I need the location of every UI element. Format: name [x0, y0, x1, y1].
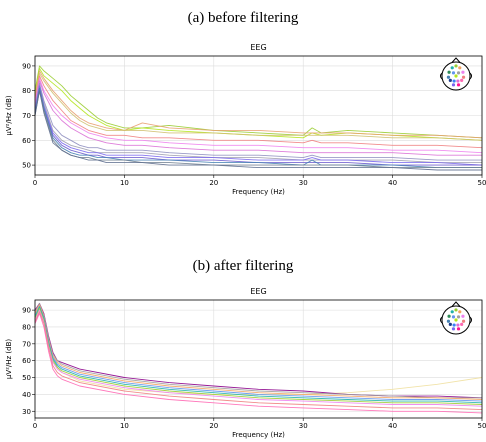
sensor-dot-14 — [451, 83, 456, 87]
x-tick-label: 0 — [33, 179, 37, 187]
sensor-dot-7 — [446, 75, 451, 79]
series-line-9 — [34, 313, 483, 414]
chart-title: EEG — [250, 43, 266, 52]
y-tick-label: 50 — [22, 162, 31, 170]
x-tick-label: 20 — [209, 179, 218, 187]
series-line-9 — [34, 85, 483, 166]
y-tick-label: 80 — [22, 87, 31, 95]
series-line-0 — [34, 304, 483, 395]
y-tick-label: 70 — [22, 112, 31, 120]
series-line-11 — [34, 87, 482, 169]
chart-title: EEG — [250, 287, 266, 296]
sensor-dot-3 — [447, 70, 451, 74]
series-line-5 — [34, 77, 483, 154]
head-nose — [451, 301, 461, 307]
series-line-2 — [34, 70, 483, 139]
eeg-psd-chart-before: EEG 0 10 20 30 40 50 50 60 70 80 90 Frequency (Hz) μV… — [5, 43, 486, 196]
x-tick-label: 20 — [209, 422, 218, 430]
series-line-8 — [34, 311, 483, 411]
sensor-dot-2 — [458, 66, 462, 70]
x-tick-label: 10 — [120, 422, 129, 430]
y-tick-label: 90 — [22, 307, 31, 315]
y-tick-label: 80 — [22, 323, 31, 331]
sensor-dot-11 — [452, 323, 456, 327]
x-tick-label: 50 — [478, 422, 486, 430]
head-right-ear — [469, 72, 472, 80]
sensor-dot-13 — [460, 78, 464, 83]
sensor-head-inset — [440, 57, 472, 91]
sensor-dot-5 — [456, 71, 461, 75]
sensor-dot-8 — [454, 318, 458, 322]
x-tick-label: 40 — [388, 179, 397, 187]
sensor-dot-1 — [450, 310, 454, 314]
sensor-dot-15 — [456, 83, 461, 87]
x-axis-label: Frequency (Hz) — [232, 188, 285, 196]
y-tick-label: 30 — [22, 408, 31, 416]
x-tick-label: 30 — [299, 422, 308, 430]
head-right-ear — [469, 316, 472, 324]
sensor-head-inset — [440, 301, 472, 335]
sensor-dot-8 — [454, 74, 458, 78]
sensor-dot-4 — [451, 71, 456, 75]
sensor-dot-12 — [456, 79, 460, 83]
sensor-dot-0 — [454, 308, 458, 312]
series-line-5 — [34, 306, 483, 404]
sensor-dot-7 — [446, 319, 451, 323]
sensor-dot-10 — [448, 322, 452, 327]
sensor-dot-12 — [456, 323, 460, 327]
y-tick-label: 50 — [22, 374, 31, 382]
y-axis-label: μV²/Hz (dB) — [5, 95, 13, 136]
eeg-psd-chart-after: EEG 0 10 20 30 40 50 30 40 50 60 70 80 90 Frequency (H… — [5, 287, 486, 439]
series-line-0 — [34, 65, 483, 139]
x-tick-label: 0 — [33, 422, 37, 430]
sensor-dot-9 — [461, 75, 466, 79]
x-tick-label: 50 — [478, 179, 486, 187]
series-line-10 — [34, 87, 482, 166]
y-tick-label: 70 — [22, 340, 31, 348]
y-axis-label: μV²/Hz (dB) — [5, 339, 13, 380]
series-line-4 — [34, 75, 483, 149]
y-tick-label: 60 — [22, 137, 31, 145]
sensor-dot-4 — [451, 315, 456, 319]
series-line-8 — [34, 85, 482, 164]
sensor-dot-11 — [452, 79, 456, 83]
series-line-7 — [34, 82, 482, 161]
sensor-dot-13 — [460, 322, 464, 327]
series-line-7 — [34, 309, 483, 407]
x-tick-label: 40 — [388, 422, 397, 430]
sensor-dot-0 — [454, 64, 458, 68]
head-nose — [451, 57, 461, 63]
y-tick-label: 40 — [22, 391, 31, 399]
sensor-dot-14 — [451, 327, 456, 331]
series-line-3 — [34, 72, 483, 141]
sensor-dot-10 — [448, 78, 452, 83]
sensor-dot-2 — [458, 310, 462, 314]
sensor-dot-15 — [456, 327, 461, 331]
x-tick-label: 30 — [299, 179, 308, 187]
sensor-dot-3 — [447, 314, 451, 318]
plot-frame — [34, 299, 483, 419]
sensor-dot-5 — [456, 315, 461, 319]
y-tick-label: 60 — [22, 357, 31, 365]
x-axis-label: Frequency (Hz) — [232, 431, 285, 439]
head-left-ear — [440, 72, 443, 80]
sensor-dot-6 — [461, 314, 465, 318]
series-line-1 — [34, 67, 483, 141]
y-tick-label: 90 — [22, 62, 31, 70]
series-line-13 — [34, 90, 482, 171]
caption-before-filtering: (a) before filtering — [187, 10, 299, 26]
head-left-ear — [440, 316, 443, 324]
caption-after-filtering: (b) after filtering — [192, 258, 294, 274]
sensor-dot-9 — [461, 319, 466, 323]
sensor-dot-1 — [450, 66, 454, 70]
sensor-dot-6 — [461, 70, 465, 74]
series-line-6 — [34, 80, 482, 156]
series-line-12 — [34, 90, 482, 169]
x-tick-label: 10 — [120, 179, 129, 187]
